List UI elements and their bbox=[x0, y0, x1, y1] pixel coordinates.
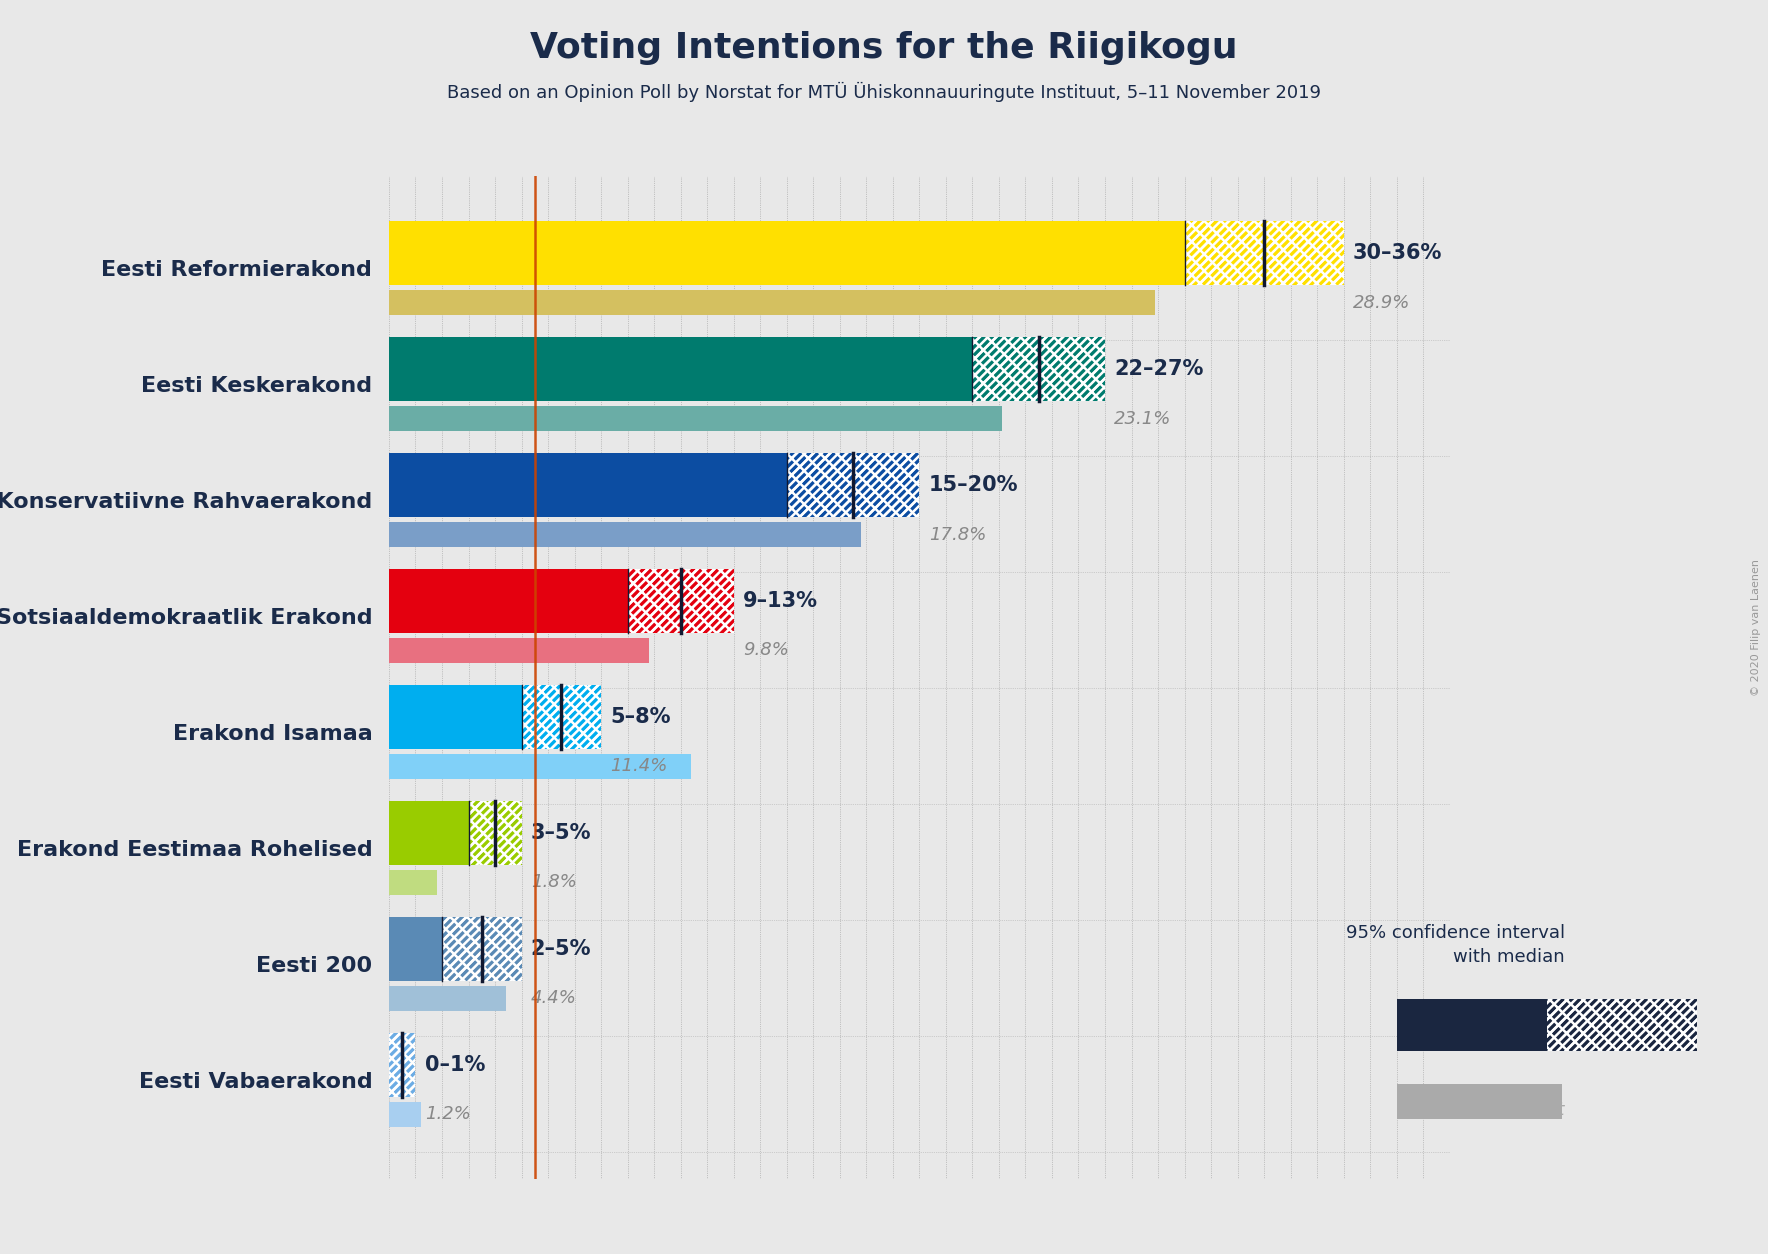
Bar bbox=[389, 638, 649, 663]
Bar bbox=[389, 986, 506, 1011]
Bar bbox=[972, 337, 1105, 401]
Bar bbox=[522, 685, 601, 749]
Bar bbox=[389, 917, 442, 981]
Bar bbox=[628, 569, 734, 633]
Bar bbox=[389, 337, 972, 401]
Bar bbox=[389, 754, 691, 779]
Text: 2–5%: 2–5% bbox=[530, 939, 591, 959]
Bar bbox=[1185, 222, 1344, 285]
Bar bbox=[389, 685, 522, 749]
Bar bbox=[1185, 222, 1344, 285]
Text: 3–5%: 3–5% bbox=[530, 823, 591, 843]
Text: 95% confidence interval
with median: 95% confidence interval with median bbox=[1345, 924, 1565, 966]
Bar bbox=[1397, 999, 1547, 1051]
Bar bbox=[389, 406, 1002, 431]
Text: 1.2%: 1.2% bbox=[424, 1105, 470, 1124]
Text: 30–36%: 30–36% bbox=[1353, 243, 1443, 263]
Bar bbox=[442, 917, 522, 981]
Text: 11.4%: 11.4% bbox=[610, 757, 668, 775]
Text: © 2020 Filip van Laenen: © 2020 Filip van Laenen bbox=[1750, 558, 1761, 696]
Bar bbox=[389, 569, 628, 633]
Bar bbox=[389, 290, 1156, 315]
Bar bbox=[389, 522, 861, 547]
Bar bbox=[972, 337, 1105, 401]
Bar bbox=[469, 801, 522, 865]
Text: 0–1%: 0–1% bbox=[424, 1055, 484, 1075]
Bar bbox=[469, 801, 522, 865]
Text: Last result: Last result bbox=[1471, 1101, 1565, 1119]
Bar bbox=[787, 454, 919, 517]
Text: 17.8%: 17.8% bbox=[928, 525, 987, 543]
Text: 23.1%: 23.1% bbox=[1114, 410, 1172, 428]
Text: 9.8%: 9.8% bbox=[743, 642, 789, 660]
Bar bbox=[1547, 999, 1697, 1051]
Text: 9–13%: 9–13% bbox=[743, 591, 819, 611]
Bar bbox=[389, 454, 787, 517]
Text: 15–20%: 15–20% bbox=[928, 475, 1018, 495]
Bar bbox=[787, 454, 919, 517]
Text: Voting Intentions for the Riigikogu: Voting Intentions for the Riigikogu bbox=[530, 31, 1238, 65]
Text: 28.9%: 28.9% bbox=[1353, 293, 1411, 311]
Bar bbox=[389, 1033, 415, 1097]
Bar bbox=[389, 1101, 421, 1127]
Bar bbox=[1547, 999, 1697, 1051]
Text: 5–8%: 5–8% bbox=[610, 707, 670, 727]
Bar bbox=[389, 1033, 415, 1097]
Bar bbox=[389, 222, 1185, 285]
Bar bbox=[522, 685, 601, 749]
Text: Based on an Opinion Poll by Norstat for MTÜ Ühiskonnauuringute Instituut, 5–11 N: Based on an Opinion Poll by Norstat for … bbox=[447, 82, 1321, 102]
Bar bbox=[628, 569, 734, 633]
Bar bbox=[389, 801, 469, 865]
Bar bbox=[1397, 1083, 1563, 1120]
Bar bbox=[389, 870, 437, 895]
Text: 22–27%: 22–27% bbox=[1114, 359, 1204, 379]
Text: 4.4%: 4.4% bbox=[530, 989, 576, 1007]
Bar bbox=[442, 917, 522, 981]
Text: 1.8%: 1.8% bbox=[530, 874, 576, 892]
